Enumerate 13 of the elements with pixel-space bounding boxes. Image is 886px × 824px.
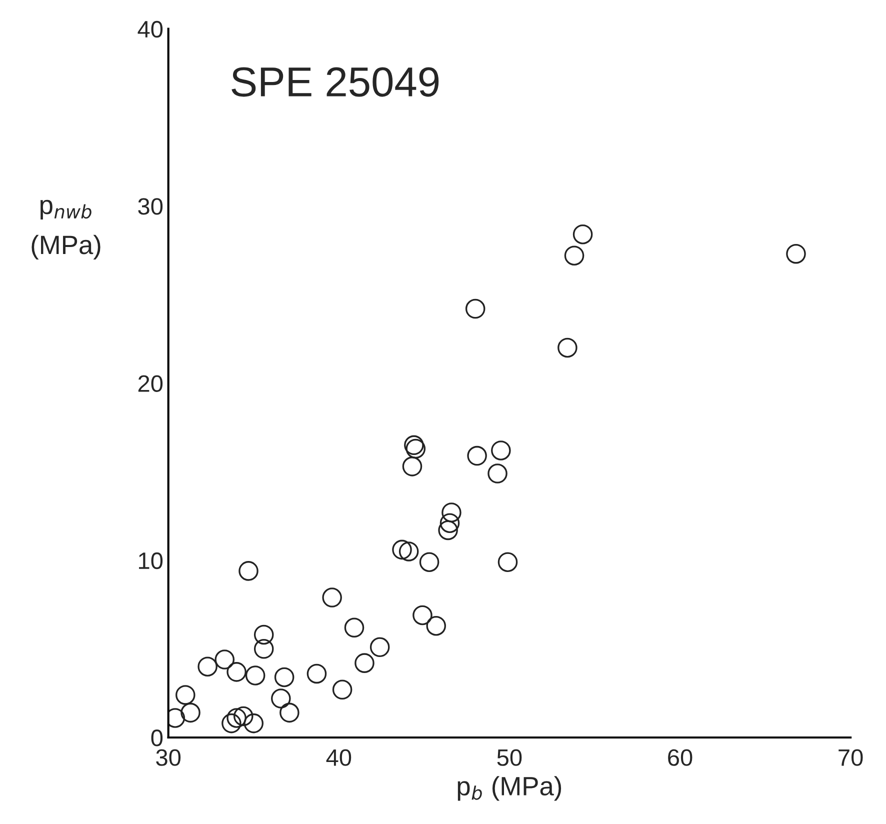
annotation: SPE 25049 [232, 67, 439, 97]
x-tick-label: 70 [838, 749, 863, 766]
y-tick-label: 0 [151, 730, 163, 746]
y-axis-title: p$_{nwb}$ (MPa) [32, 200, 100, 260]
y-tick-label: 40 [138, 20, 163, 38]
y-tick-label: 20 [138, 375, 163, 392]
y-tick-label: 10 [139, 552, 163, 570]
y-tick-label: 30 [138, 198, 163, 215]
x-tick-label: 60 [668, 749, 692, 766]
x-tick-label: 40 [326, 749, 352, 766]
x-tick-label: 30 [156, 749, 181, 766]
x-axis-title: p$_{b}$ (MPa) [458, 776, 562, 801]
x-tick-label: 50 [497, 749, 522, 766]
